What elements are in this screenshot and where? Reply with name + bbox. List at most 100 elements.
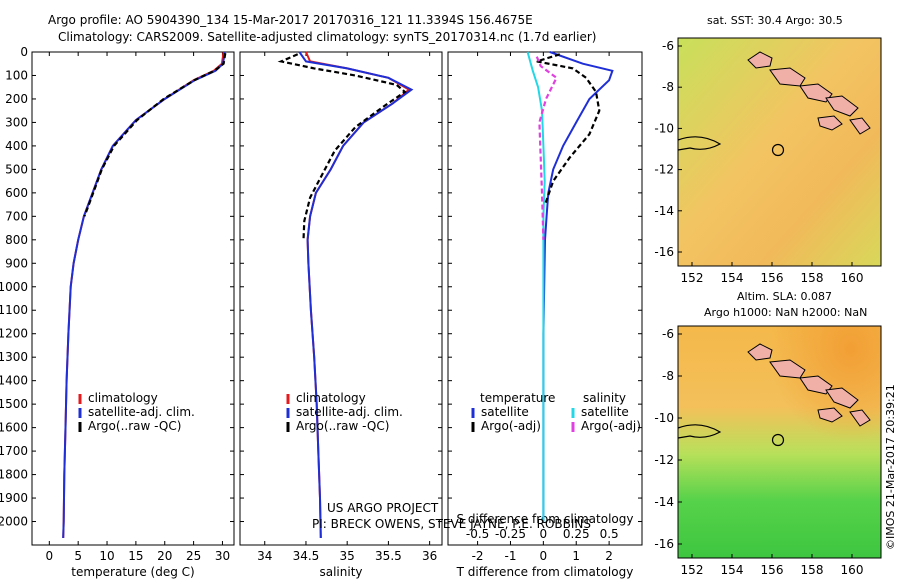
map-x-tick-label: 160 <box>841 563 864 577</box>
map-x-tick-label: 158 <box>801 271 824 285</box>
map-x-tick-label: 158 <box>801 563 824 577</box>
x-tick-label: -1 <box>504 549 516 563</box>
copyright-label: ©IMOS 21-Mar-2017 20:39:21 <box>884 384 897 550</box>
profile-location-marker <box>771 143 785 157</box>
x-tick-label: 0 <box>45 549 53 563</box>
y-tick-label: 200 <box>5 92 28 106</box>
series-line-satellite <box>526 51 546 522</box>
legend-label: satellite-adj. clim. <box>296 405 403 419</box>
map-y-tick-label: -12 <box>654 453 674 467</box>
x-tick-label: 1 <box>572 549 580 563</box>
island-shape <box>817 115 843 131</box>
sst-map-title: sat. SST: 30.4 Argo: 30.5 <box>707 14 843 27</box>
map-y-tick-label: -6 <box>662 327 674 341</box>
x2-tick-label: -0.5 <box>466 527 489 541</box>
y-tick-label: 2000 <box>0 515 28 529</box>
sla-map-title-2: Argo h1000: NaN h2000: NaN <box>704 306 867 319</box>
island-shape <box>747 343 773 361</box>
x2-tick-label: 0 <box>540 527 548 541</box>
y-tick-label: 300 <box>5 115 28 129</box>
x-tick-label: -2 <box>472 549 484 563</box>
island-shape <box>747 51 773 69</box>
map-x-tick-label: 152 <box>681 271 704 285</box>
map-x-tick-label: 154 <box>721 563 744 577</box>
y-tick-label: 1000 <box>0 280 28 294</box>
y-tick-label: 1300 <box>0 350 28 364</box>
x-tick-label: 5 <box>74 549 82 563</box>
legend-label: Argo(..raw -QC) <box>88 419 181 433</box>
x2-tick-label: 0.25 <box>563 527 590 541</box>
map-y-tick-label: -8 <box>662 80 674 94</box>
x-axis-label: salinity <box>319 565 362 579</box>
map-x-tick-label: 156 <box>761 271 784 285</box>
x-tick-label: 36 <box>422 549 437 563</box>
x-tick-label: 0 <box>540 549 548 563</box>
y-tick-label: 1800 <box>0 468 28 482</box>
y-tick-label: 900 <box>5 256 28 270</box>
x-tick-label: 35 <box>340 549 355 563</box>
y-tick-label: 1100 <box>0 303 28 317</box>
x2-axis-label: S difference from climatology <box>457 512 634 526</box>
legend-label: Argo(-adj) <box>481 419 541 433</box>
y-tick-label: 1700 <box>0 444 28 458</box>
x2-tick-label: 0.5 <box>600 527 619 541</box>
y-tick-label: 100 <box>5 68 28 82</box>
map-y-tick-label: -8 <box>662 369 674 383</box>
series-line-argo-raw-qc- <box>277 53 407 240</box>
legend-label: climatology <box>296 391 366 405</box>
x-tick-label: 20 <box>157 549 172 563</box>
map-x-tick-label: 154 <box>721 271 744 285</box>
x-tick-label: 10 <box>99 549 114 563</box>
map-y-tick-label: -16 <box>654 537 674 551</box>
y-tick-label: 0 <box>20 45 28 59</box>
series-line-climatology <box>62 51 225 539</box>
island-shape <box>825 95 859 117</box>
x-axis-label: temperature (deg C) <box>71 565 194 579</box>
map-x-tick-label: 152 <box>681 563 704 577</box>
x2-tick-label: -0.25 <box>495 527 526 541</box>
sla-map-title-1: Altim. SLA: 0.087 <box>737 290 832 303</box>
plot-frame <box>31 51 235 546</box>
difference-panel: -2 -1 0 1 2 T difference from climatology S di… <box>447 51 643 579</box>
island-shape <box>817 407 843 423</box>
x-axis-label: T difference from climatology <box>456 565 634 579</box>
legend-label: climatology <box>88 391 158 405</box>
y-tick-label: 1900 <box>0 491 28 505</box>
sst-map: -6 -8 -10 -12 -14 -16 152 154 156 158 160 <box>654 37 882 285</box>
map-y-tick-label: -6 <box>662 39 674 53</box>
y-tick-label: 1400 <box>0 374 28 388</box>
series-line-satellite <box>542 51 614 522</box>
y-tick-label: 800 <box>5 233 28 247</box>
credit-line-1: US ARGO PROJECT <box>327 501 439 515</box>
map-y-tick-label: -14 <box>654 495 674 509</box>
plot-frame <box>447 51 643 546</box>
x-tick-label: 15 <box>128 549 143 563</box>
coastline <box>677 136 722 151</box>
legend-label: satellite-adj. clim. <box>88 405 195 419</box>
header-line-2: Climatology: CARS2009. Satellite-adjuste… <box>58 30 596 44</box>
y-tick-label: 700 <box>5 209 28 223</box>
island-shape <box>849 117 871 135</box>
coastline <box>677 424 722 439</box>
series-line-satellite-adj-clim- <box>298 51 414 539</box>
sla-map-frame <box>677 325 882 559</box>
x-tick-label: 25 <box>186 549 201 563</box>
map-y-tick-label: -10 <box>654 411 674 425</box>
series-line-argo-adj- <box>536 53 601 205</box>
temperature-panel: 0100200300400500600700800900100011001200… <box>0 45 235 579</box>
map-y-tick-label: -12 <box>654 163 674 177</box>
header-line-1: Argo profile: AO 5904390_134 15-Mar-2017… <box>48 13 533 27</box>
series-line-argo-raw-qc- <box>83 53 227 217</box>
island-shape <box>849 409 871 427</box>
y-tick-label: 1600 <box>0 421 28 435</box>
y-tick-label: 400 <box>5 139 28 153</box>
y-tick-label: 1200 <box>0 327 28 341</box>
legend-label: satellite <box>581 405 629 419</box>
island-shape <box>825 387 859 409</box>
map-x-tick-label: 160 <box>841 271 864 285</box>
x-tick-label: 35.5 <box>375 549 402 563</box>
legend-label: satellite <box>481 405 529 419</box>
plot-frame <box>239 51 443 546</box>
legend-heading: temperature <box>480 391 555 405</box>
